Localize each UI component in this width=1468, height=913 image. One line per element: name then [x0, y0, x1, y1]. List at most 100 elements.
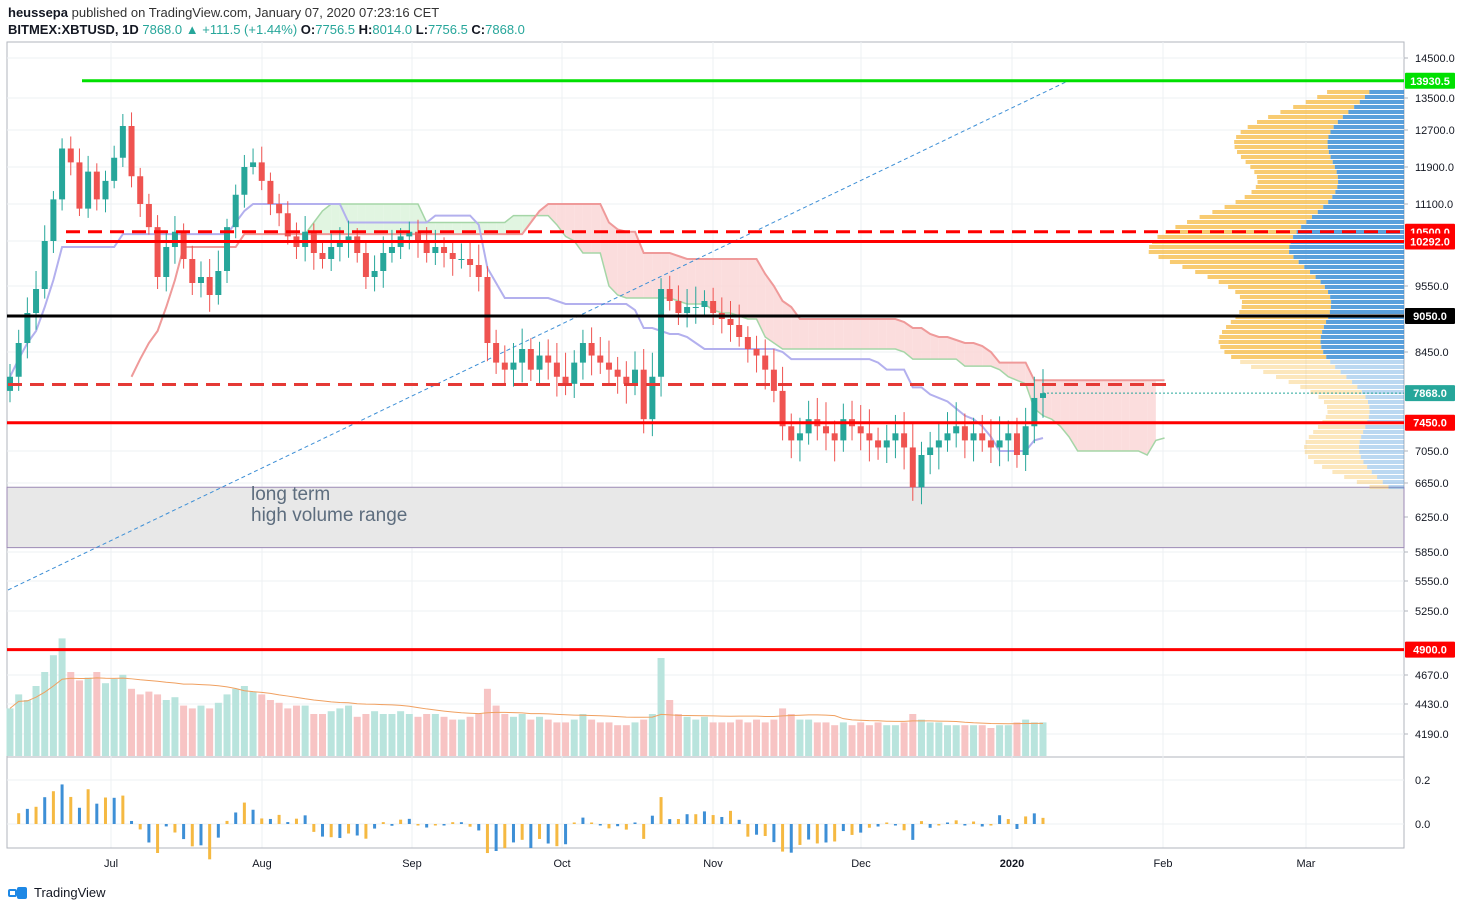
- candle-body: [371, 271, 378, 277]
- oscillator-bar: [34, 806, 38, 824]
- ichimoku-cloud-segment: [747, 259, 757, 319]
- candle-body: [215, 271, 222, 295]
- candle-body: [1013, 433, 1020, 455]
- candle-body: [675, 301, 682, 313]
- candle-body: [1005, 433, 1012, 441]
- volume-profile-bar: [1157, 235, 1294, 239]
- volume-bar: [206, 708, 214, 756]
- volume-profile-bar: [1363, 430, 1404, 434]
- volume-profile-bar: [1254, 170, 1337, 174]
- candle-body: [41, 241, 48, 289]
- volume-profile-bar: [1371, 470, 1404, 474]
- volume-bar: [831, 725, 839, 756]
- volume-profile-bar: [1224, 205, 1324, 209]
- candle-body: [15, 343, 22, 377]
- volume-bar: [345, 705, 353, 756]
- ichimoku-cloud-segment: [947, 337, 957, 360]
- volume-profile-bar: [1251, 190, 1336, 194]
- oscillator-bar: [755, 824, 759, 835]
- price-level-label-text: 13930.5: [1410, 76, 1450, 88]
- tradingview-logo[interactable]: TradingView: [8, 885, 106, 900]
- volume-profile-bar: [1336, 170, 1404, 174]
- volume-bar: [466, 716, 474, 756]
- volume-profile-bar: [1337, 185, 1404, 189]
- volume-bar: [805, 719, 813, 756]
- volume-profile-bar: [1331, 300, 1404, 304]
- volume-profile-bar: [1257, 180, 1339, 184]
- volume-bar: [605, 722, 613, 756]
- price-level-label-bg: [1405, 641, 1455, 658]
- price-tick-label: 11100.0: [1415, 199, 1453, 211]
- ichimoku-cloud-segment: [1095, 380, 1104, 451]
- volume-profile-bar: [1330, 295, 1404, 299]
- volume-profile-bar: [1247, 125, 1334, 129]
- volume-bar: [553, 722, 561, 756]
- volume-profile-bar: [1250, 165, 1335, 169]
- volume-profile-bar: [1237, 150, 1329, 154]
- oscillator-bar: [919, 821, 923, 824]
- volume-profile-bar: [1369, 410, 1404, 414]
- volume-profile-bar: [1323, 325, 1404, 329]
- volume-profile-bar: [1359, 440, 1404, 444]
- price-tick-label: 4190.0: [1415, 729, 1449, 741]
- candle-body: [649, 376, 656, 420]
- volume-profile-bar: [1175, 225, 1302, 229]
- oscillator-bar: [485, 824, 489, 854]
- ichimoku-cloud-segment: [322, 204, 332, 235]
- open-label: O:: [300, 22, 316, 37]
- candle-body: [180, 231, 187, 259]
- volume-profile-bar: [1337, 175, 1404, 179]
- volume-profile-bar: [1298, 260, 1404, 264]
- oscillator-bar: [25, 808, 29, 824]
- volume-profile-bar: [1226, 325, 1324, 329]
- volume-profile-bar: [1332, 470, 1372, 474]
- candle-body: [59, 148, 66, 200]
- candle-body: [892, 433, 899, 441]
- volume-bar: [1039, 722, 1047, 756]
- volume-bar: [379, 714, 387, 756]
- ichimoku-cloud-segment: [313, 210, 323, 235]
- candle-body: [206, 277, 213, 295]
- volume-bar: [952, 725, 960, 756]
- volume-bar: [353, 716, 361, 756]
- candle-body: [475, 265, 482, 277]
- volume-bar: [718, 722, 726, 756]
- candle-body: [944, 433, 951, 441]
- volume-profile-bar: [1310, 270, 1404, 274]
- author-name[interactable]: heussepa: [8, 5, 68, 20]
- candle-body: [744, 337, 751, 349]
- volume-profile-bar: [1321, 345, 1404, 349]
- candle-body: [267, 180, 274, 204]
- oscillator-bar: [225, 820, 229, 824]
- ichimoku-cloud-segment: [1051, 380, 1061, 427]
- volume-profile-bar: [1305, 440, 1360, 444]
- oscillator-bar: [156, 824, 160, 853]
- ichimoku-cloud-segment: [661, 253, 670, 298]
- oscillator-bar: [199, 824, 203, 846]
- oscillator-bar: [607, 824, 611, 829]
- oscillator-bar: [182, 824, 186, 840]
- volume-bar: [128, 688, 136, 756]
- candle-body: [796, 433, 803, 441]
- oscillator-bar: [676, 819, 680, 824]
- ichimoku-cloud-segment: [713, 259, 722, 313]
- volume-profile-bar: [1346, 375, 1404, 379]
- volume-bar: [1030, 722, 1038, 756]
- oscillator-bar: [737, 819, 741, 824]
- oscillator-bar: [347, 824, 351, 834]
- candle-body: [519, 349, 526, 363]
- ichimoku-cloud-segment: [1069, 380, 1078, 451]
- oscillator-bar: [598, 824, 602, 826]
- oscillator-bar: [928, 824, 932, 828]
- ichimoku-cloud-segment: [339, 204, 349, 235]
- volume-bar: [214, 702, 222, 756]
- volume-bar: [49, 655, 57, 756]
- volume-profile-bar: [1323, 400, 1368, 404]
- ichimoku-cloud-segment: [391, 204, 401, 235]
- volume-bar: [301, 705, 309, 756]
- volume-profile-bar: [1338, 180, 1404, 184]
- ichimoku-cloud-segment: [834, 319, 844, 349]
- volume-bar: [726, 722, 734, 756]
- ichimoku-cloud-segment: [1129, 380, 1139, 451]
